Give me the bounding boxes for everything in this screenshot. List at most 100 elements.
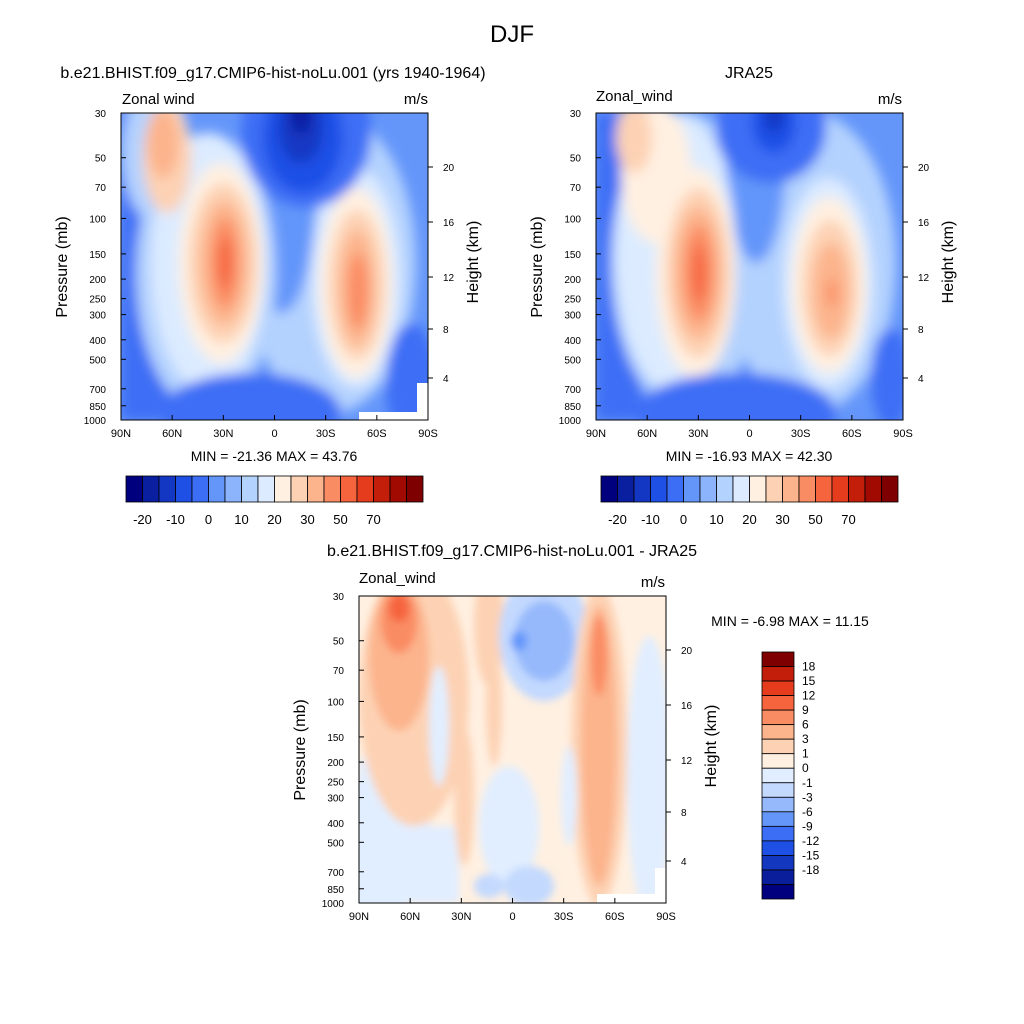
panel-model-ylabel: Pressure (mb)	[54, 216, 71, 317]
panel-difference-stats: MIN = -6.98 MAX = 11.15	[711, 613, 869, 629]
colorbar-label: 1	[802, 747, 809, 761]
y2-tick-label: 4	[681, 857, 687, 868]
y2-tick-label: 8	[681, 808, 687, 819]
x-tick-label: 90N	[349, 911, 369, 923]
y2-tick-label: 12	[681, 756, 693, 767]
colorbar-box	[158, 475, 176, 503]
colorbar-box	[761, 782, 795, 798]
colorbar-label: -1	[802, 776, 813, 790]
colorbar-box	[389, 475, 407, 503]
y-tick-label: 50	[333, 637, 345, 648]
y2-tick-label: 12	[443, 273, 455, 284]
colorbar-box	[761, 767, 795, 784]
x-tick-label: 60N	[162, 428, 182, 440]
y-tick-label: 100	[89, 214, 106, 225]
panel-reanalysis-ylabel: Pressure (mb)	[529, 216, 546, 317]
x-tick-label: 30S	[316, 428, 336, 440]
panel-difference-right-label: m/s	[641, 574, 665, 591]
colorbar-label: 12	[802, 689, 816, 703]
panel-difference-y2label: Height (km)	[703, 705, 720, 788]
panel-model-right-label: m/s	[404, 91, 428, 108]
panel-reanalysis-title: JRA25	[725, 65, 773, 82]
colorbar-label: 70	[366, 512, 380, 527]
y-tick-label: 250	[564, 295, 581, 306]
colorbar-box	[749, 475, 767, 503]
x-tick-label: 30N	[688, 428, 708, 440]
panel-reanalysis: JRA25 Zonal_wind m/s	[529, 65, 957, 527]
panel-model: b.e21.BHIST.f09_g17.CMIP6-hist-noLu.001 …	[54, 65, 486, 527]
colorbar-box	[761, 709, 795, 726]
x-tick-label: 90S	[893, 428, 913, 440]
y2-tick-label: 16	[443, 218, 455, 229]
y-tick-label: 50	[95, 154, 107, 165]
colorbar-box	[761, 796, 795, 813]
panel-difference-ylabel: Pressure (mb)	[292, 699, 309, 800]
y-tick-label: 1000	[84, 416, 107, 427]
colorbar-label: -3	[802, 790, 813, 804]
colorbar-label: -15	[802, 848, 820, 862]
panel-difference-plot	[359, 596, 666, 903]
colorbar-box	[761, 884, 795, 900]
colorbar-label: 30	[775, 512, 789, 527]
colorbar-box	[761, 666, 795, 682]
y-tick-label: 30	[95, 109, 107, 120]
colorbar-label: -9	[802, 819, 813, 833]
colorbar-label: 30	[300, 512, 314, 527]
x-tick-label: 60S	[842, 428, 862, 440]
x-tick-label: 0	[509, 911, 515, 923]
colorbar-label: 20	[742, 512, 756, 527]
panel-model-title: b.e21.BHIST.f09_g17.CMIP6-hist-noLu.001 …	[60, 65, 485, 82]
colorbar-box	[881, 475, 899, 503]
colorbar-box	[241, 475, 259, 503]
y-tick-label: 30	[570, 109, 582, 120]
y-tick-label: 1000	[559, 416, 582, 427]
y-tick-label: 400	[89, 336, 106, 347]
x-tick-label: 60S	[605, 911, 625, 923]
colorbar-label: 6	[802, 718, 809, 732]
y-tick-label: 70	[570, 183, 582, 194]
colorbar-box	[373, 475, 391, 503]
y-tick-label: 200	[89, 275, 106, 286]
x-tick-label: 60S	[367, 428, 387, 440]
y-tick-label: 200	[564, 275, 581, 286]
panel-difference-title: b.e21.BHIST.f09_g17.CMIP6-hist-noLu.001 …	[327, 543, 697, 560]
colorbar-label: 18	[802, 660, 816, 674]
colorbar-label: 10	[234, 512, 248, 527]
panel-reanalysis-right-label: m/s	[878, 91, 902, 108]
panel-reanalysis-stats: MIN = -16.93 MAX = 42.30	[666, 448, 833, 464]
colorbar-box	[761, 869, 795, 885]
colorbar-box	[224, 475, 242, 503]
y2-tick-label: 4	[918, 374, 924, 385]
x-tick-label: 30S	[554, 911, 574, 923]
colorbar-label: -10	[641, 512, 660, 527]
y-tick-label: 150	[89, 250, 106, 261]
y-tick-label: 500	[327, 838, 344, 849]
x-tick-label: 0	[746, 428, 752, 440]
colorbar-box	[761, 811, 795, 827]
colorbar-box	[257, 475, 275, 503]
panel-difference: b.e21.BHIST.f09_g17.CMIP6-hist-noLu.001 …	[292, 543, 869, 923]
y-tick-label: 300	[89, 311, 106, 322]
colorbar-box	[125, 475, 143, 503]
colorbar-label: -20	[133, 512, 152, 527]
colorbar-label: -6	[802, 805, 813, 819]
y-tick-label: 100	[327, 697, 344, 708]
colorbar-label: 0	[680, 512, 687, 527]
colorbar-label: -10	[166, 512, 185, 527]
colorbar-box	[142, 475, 160, 503]
colorbar-label: 20	[267, 512, 281, 527]
colorbar-box	[782, 475, 800, 503]
colorbar-box	[761, 695, 795, 711]
panel-reanalysis-left-label: Zonal_wind	[596, 88, 673, 105]
y-tick-label: 250	[327, 778, 344, 789]
y-tick-label: 500	[564, 355, 581, 366]
panel-model-stats: MIN = -21.36 MAX = 43.76	[191, 448, 358, 464]
panel-reanalysis-y2label: Height (km)	[940, 221, 957, 304]
colorbar-box	[208, 475, 226, 503]
figure-title: DJF	[490, 21, 534, 48]
colorbar-box	[307, 475, 325, 503]
y-tick-label: 700	[327, 868, 344, 879]
y-tick-label: 150	[564, 250, 581, 261]
panel-model-y2label: Height (km)	[465, 221, 482, 304]
